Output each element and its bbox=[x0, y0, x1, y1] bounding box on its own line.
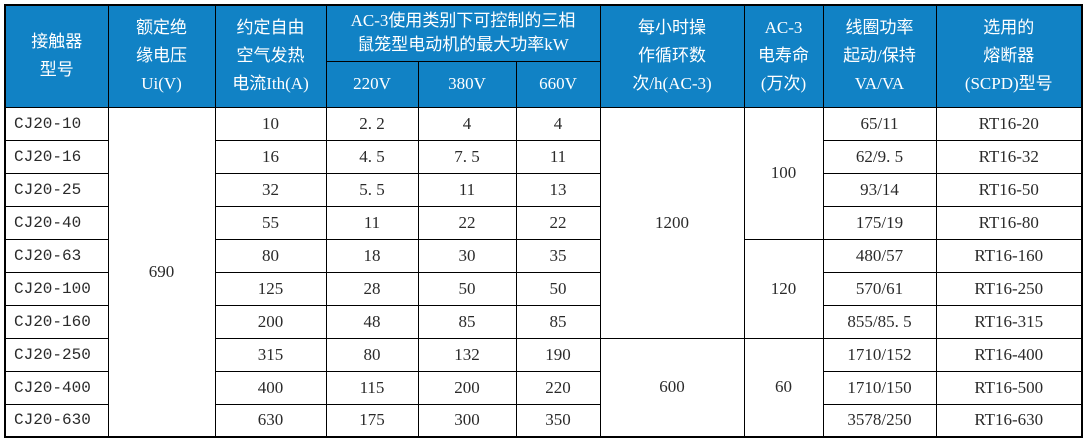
cell-ith: 32 bbox=[214, 172, 327, 207]
cell-fuse: RT16-32 bbox=[935, 139, 1083, 174]
cell-coil-power: 62/9. 5 bbox=[822, 139, 937, 174]
cell-power-220: 5. 5 bbox=[325, 172, 419, 207]
cell-power-380: 7. 5 bbox=[417, 139, 517, 174]
cell-power-380: 132 bbox=[417, 337, 517, 372]
cell-power-380: 22 bbox=[417, 205, 517, 240]
cell-power-220: 2. 2 bbox=[325, 106, 419, 141]
table-row: CJ20-63 80 18 30 35 120 480/57 RT16-160 bbox=[4, 238, 1083, 339]
cell-ith: 10 bbox=[214, 106, 327, 141]
cell-power-220: 18 bbox=[325, 238, 419, 273]
cell-power-380: 300 bbox=[417, 403, 517, 438]
cell-fuse: RT16-50 bbox=[935, 172, 1083, 207]
cell-model: CJ20-160 bbox=[4, 304, 109, 339]
cell-ith: 315 bbox=[214, 337, 327, 372]
cell-fuse: RT16-20 bbox=[935, 106, 1083, 141]
cell-power-220: 11 bbox=[325, 205, 419, 240]
cell-power-380: 4 bbox=[417, 106, 517, 141]
contactor-spec-table: 接触器 型号 额定绝 缘电压 Ui(V) 约定自由 空气发热 电流Ith(A) … bbox=[4, 4, 1083, 438]
cell-life: 120 bbox=[743, 238, 824, 339]
cell-model: CJ20-40 bbox=[4, 205, 109, 240]
cell-fuse: RT16-400 bbox=[935, 337, 1083, 372]
cell-model: CJ20-100 bbox=[4, 271, 109, 306]
cell-ith: 16 bbox=[214, 139, 327, 174]
cell-power-380: 50 bbox=[417, 271, 517, 306]
table-row: CJ20-40 55 11 22 22 175/19 RT16-80 bbox=[4, 205, 1083, 240]
cell-coil-power: 570/61 bbox=[822, 271, 937, 306]
cell-insulation-voltage: 690 bbox=[107, 106, 216, 438]
table-row: CJ20-16 16 4. 5 7. 5 11 62/9. 5 RT16-32 bbox=[4, 139, 1083, 174]
cell-fuse: RT16-500 bbox=[935, 370, 1083, 405]
cell-ith: 200 bbox=[214, 304, 327, 339]
cell-power-660: 35 bbox=[515, 238, 601, 273]
cell-power-660: 85 bbox=[515, 304, 601, 339]
cell-fuse: RT16-315 bbox=[935, 304, 1083, 339]
cell-model: CJ20-16 bbox=[4, 139, 109, 174]
cell-coil-power: 65/11 bbox=[822, 106, 937, 141]
cell-coil-power: 855/85. 5 bbox=[822, 304, 937, 339]
header-coil-power: 线圈功率 起动/保持 VA/VA bbox=[822, 4, 937, 108]
cell-model: CJ20-25 bbox=[4, 172, 109, 207]
cell-power-380: 30 bbox=[417, 238, 517, 273]
cell-model: CJ20-10 bbox=[4, 106, 109, 141]
cell-power-660: 22 bbox=[515, 205, 601, 240]
cell-model: CJ20-630 bbox=[4, 403, 109, 438]
cell-fuse: RT16-80 bbox=[935, 205, 1083, 240]
cell-life: 100 bbox=[743, 106, 824, 240]
cell-fuse: RT16-630 bbox=[935, 403, 1083, 438]
cell-power-660: 350 bbox=[515, 403, 601, 438]
cell-life: 60 bbox=[743, 337, 824, 438]
cell-power-220: 175 bbox=[325, 403, 419, 438]
header-380v: 380V bbox=[417, 60, 517, 108]
cell-power-380: 200 bbox=[417, 370, 517, 405]
cell-power-660: 11 bbox=[515, 139, 601, 174]
header-ac3-power-group: AC-3使用类别下可控制的三相 鼠笼型电动机的最大功率kW bbox=[325, 4, 601, 62]
cell-cycles: 600 bbox=[599, 337, 745, 438]
cell-power-380: 11 bbox=[417, 172, 517, 207]
cell-ith: 630 bbox=[214, 403, 327, 438]
header-220v: 220V bbox=[325, 60, 419, 108]
header-model: 接触器 型号 bbox=[4, 4, 109, 108]
table-row: CJ20-10 690 10 2. 2 4 4 1200 100 65/11 R… bbox=[4, 106, 1083, 438]
header-insulation-voltage: 额定绝 缘电压 Ui(V) bbox=[107, 4, 216, 108]
cell-power-660: 13 bbox=[515, 172, 601, 207]
table-row: CJ20-630 630 175 300 350 3578/250 RT16-6… bbox=[4, 403, 1083, 438]
cell-power-380: 85 bbox=[417, 304, 517, 339]
cell-fuse: RT16-160 bbox=[935, 238, 1083, 273]
header-660v: 660V bbox=[515, 60, 601, 108]
header-cycles-per-hour: 每小时操 作循环数 次/h(AC-3) bbox=[599, 4, 745, 108]
cell-power-220: 4. 5 bbox=[325, 139, 419, 174]
cell-fuse: RT16-250 bbox=[935, 271, 1083, 306]
header-fuse: 选用的 熔断器 (SCPD)型号 bbox=[935, 4, 1083, 108]
cell-ith: 55 bbox=[214, 205, 327, 240]
cell-coil-power: 480/57 bbox=[822, 238, 937, 273]
cell-power-660: 4 bbox=[515, 106, 601, 141]
cell-model: CJ20-63 bbox=[4, 238, 109, 273]
table-row: CJ20-25 32 5. 5 11 13 93/14 RT16-50 bbox=[4, 172, 1083, 207]
table-row: CJ20-400 400 115 200 220 1710/150 RT16-5… bbox=[4, 370, 1083, 405]
cell-power-660: 190 bbox=[515, 337, 601, 372]
cell-ith: 80 bbox=[214, 238, 327, 273]
cell-power-660: 220 bbox=[515, 370, 601, 405]
cell-ith: 400 bbox=[214, 370, 327, 405]
cell-power-220: 48 bbox=[325, 304, 419, 339]
table-row: CJ20-100 125 28 50 50 570/61 RT16-250 bbox=[4, 271, 1083, 306]
cell-power-220: 80 bbox=[325, 337, 419, 372]
cell-coil-power: 1710/152 bbox=[822, 337, 937, 372]
header-electrical-life: AC-3 电寿命 (万次) bbox=[743, 4, 824, 108]
cell-power-220: 28 bbox=[325, 271, 419, 306]
cell-coil-power: 175/19 bbox=[822, 205, 937, 240]
header-thermal-current: 约定自由 空气发热 电流Ith(A) bbox=[214, 4, 327, 108]
cell-power-220: 115 bbox=[325, 370, 419, 405]
cell-power-660: 50 bbox=[515, 271, 601, 306]
cell-ith: 125 bbox=[214, 271, 327, 306]
cell-coil-power: 1710/150 bbox=[822, 370, 937, 405]
cell-model: CJ20-250 bbox=[4, 337, 109, 372]
cell-coil-power: 93/14 bbox=[822, 172, 937, 207]
cell-model: CJ20-400 bbox=[4, 370, 109, 405]
table-row: CJ20-250 315 80 132 190 600 60 1710/152 … bbox=[4, 337, 1083, 438]
cell-coil-power: 3578/250 bbox=[822, 403, 937, 438]
cell-cycles: 1200 bbox=[599, 106, 745, 339]
